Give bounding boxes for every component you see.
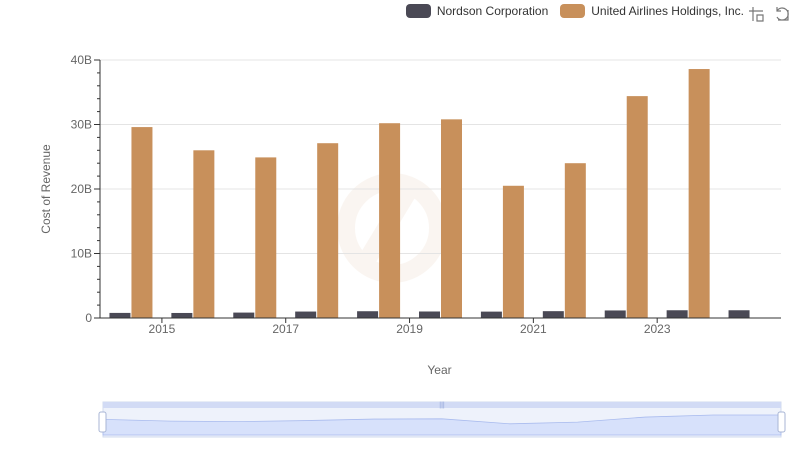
bar-united-2014 <box>131 127 153 318</box>
zoom-reset-icon[interactable] <box>774 6 790 22</box>
legend-item-united-airlines[interactable]: United Airlines Holdings, Inc. <box>560 4 744 18</box>
y-axis-title: Cost of Revenue <box>39 144 53 234</box>
bar-united-2022 <box>626 96 648 319</box>
y-tick-label: 30B <box>71 118 92 132</box>
toolbox <box>748 6 790 22</box>
zoom-preview-area <box>102 414 782 436</box>
y-tick-label: 10B <box>71 247 92 261</box>
bar-united-2023 <box>688 69 710 318</box>
x-tick-label: 2015 <box>149 322 176 336</box>
bar-nordson-2023 <box>666 310 688 318</box>
zoom-grip-icon: ||| <box>439 402 445 409</box>
zoom-selected-bar <box>103 402 781 408</box>
bar-nordson-2021 <box>542 311 564 318</box>
bar-united-2015 <box>193 150 215 318</box>
bar-nordson-2024 <box>728 310 750 318</box>
legend: Nordson Corporation United Airlines Hold… <box>405 4 744 18</box>
zoom-icon[interactable] <box>748 6 764 22</box>
x-tick-label: 2017 <box>272 322 299 336</box>
bar-nordson-2014 <box>109 312 131 318</box>
bar-nordson-2018 <box>357 311 379 318</box>
y-tick-label: 20B <box>71 182 92 196</box>
legend-swatch-nordson <box>405 4 431 18</box>
bar-nordson-2022 <box>604 310 626 318</box>
data-zoom-slider[interactable]: ||| <box>98 401 786 438</box>
x-tick-label: 2019 <box>396 322 423 336</box>
bar-united-2016 <box>255 157 277 318</box>
bar-nordson-2020 <box>480 311 502 318</box>
bar-united-2017 <box>317 143 339 318</box>
x-tick-label: 2021 <box>520 322 547 336</box>
zoom-handle-right[interactable] <box>777 411 786 433</box>
legend-item-nordson[interactable]: Nordson Corporation <box>405 4 549 18</box>
bar-united-2018 <box>379 123 401 319</box>
bar-nordson-2019 <box>419 311 440 318</box>
x-tick-label: 2023 <box>644 322 671 336</box>
bar-united-2020 <box>502 185 524 318</box>
legend-label-nordson: Nordson Corporation <box>436 4 549 18</box>
bar-nordson-2016 <box>233 312 255 318</box>
bar-nordson-2017 <box>295 311 317 318</box>
y-tick-label: 0 <box>85 311 92 325</box>
x-axis-title: Year <box>427 363 451 377</box>
bar-united-2021 <box>564 163 586 318</box>
zoom-handle-left[interactable] <box>98 411 107 433</box>
legend-swatch-united-airlines <box>560 4 586 18</box>
bar-united-2019 <box>441 119 462 318</box>
bar-nordson-2015 <box>171 312 193 318</box>
y-tick-label: 40B <box>71 53 92 67</box>
legend-label-united-airlines: United Airlines Holdings, Inc. <box>591 4 744 18</box>
